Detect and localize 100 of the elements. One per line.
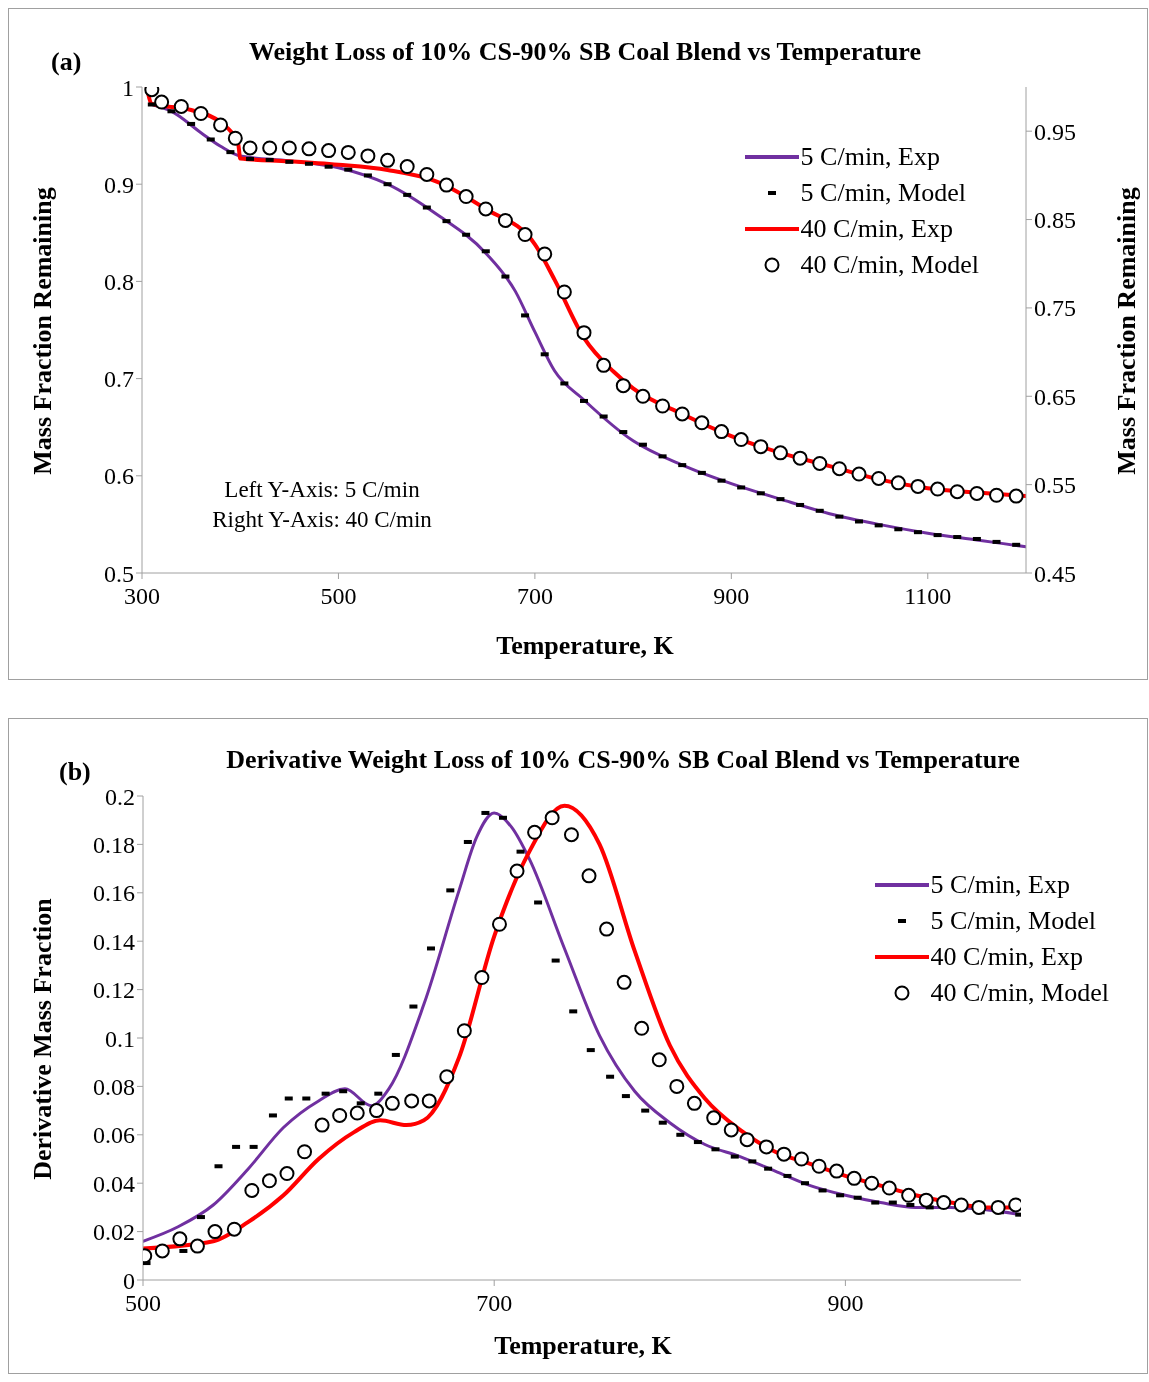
point xyxy=(694,415,710,431)
point xyxy=(851,466,867,482)
point xyxy=(776,1146,792,1162)
x-tick-label: 900 xyxy=(713,583,750,610)
y-tick-label: 0.12 xyxy=(93,977,135,1004)
point xyxy=(279,1166,295,1182)
point xyxy=(172,1231,188,1247)
point xyxy=(674,406,690,422)
chart-title: Weight Loss of 10% CS-90% SB Coal Blend vs Temperature xyxy=(249,37,921,66)
point xyxy=(491,916,507,932)
legend-label: 40 C/min, Exp xyxy=(930,942,1083,971)
y-tick-label: 0.08 xyxy=(93,1073,135,1100)
point xyxy=(918,1192,934,1208)
legend-label: 5 C/min, Model xyxy=(800,178,966,207)
point xyxy=(811,1158,827,1174)
y-tick-label: 0.1 xyxy=(105,1025,135,1052)
point xyxy=(213,117,229,133)
point xyxy=(314,1117,330,1133)
y-axis-title: Mass Fraction Remaining xyxy=(28,187,57,475)
point xyxy=(733,432,749,448)
point xyxy=(971,1199,987,1215)
point xyxy=(527,824,543,840)
point xyxy=(714,424,730,440)
point xyxy=(930,481,946,497)
point xyxy=(831,461,847,477)
point xyxy=(890,475,906,491)
point xyxy=(262,140,278,156)
point xyxy=(871,470,887,486)
annotation: Left Y-Axis: 5 C/min xyxy=(224,477,420,502)
y-tick-label: 0.02 xyxy=(93,1219,135,1246)
point xyxy=(581,868,597,884)
y-tick-label: 0.14 xyxy=(93,928,135,955)
point xyxy=(829,1163,845,1179)
y2-tick-label: 0.65 xyxy=(1034,383,1076,410)
point xyxy=(509,863,525,879)
point xyxy=(349,1105,365,1121)
point xyxy=(881,1180,897,1196)
point xyxy=(478,201,494,217)
point xyxy=(792,450,808,466)
point xyxy=(404,1093,420,1109)
point xyxy=(794,1151,809,1167)
point xyxy=(301,141,317,157)
point xyxy=(537,246,553,262)
point xyxy=(596,357,612,373)
x-tick-label: 900 xyxy=(827,1290,864,1317)
point xyxy=(497,212,513,228)
point xyxy=(340,144,356,160)
y2-tick-label: 0.55 xyxy=(1034,472,1076,499)
y-tick-label: 0.9 xyxy=(104,171,134,198)
y2-tick-label: 0.45 xyxy=(1034,560,1076,587)
x-axis-title: Temperature, K xyxy=(494,1331,672,1360)
point xyxy=(419,166,435,182)
point xyxy=(990,1199,1006,1215)
point xyxy=(989,487,1005,503)
point xyxy=(297,1144,313,1160)
legend-label: 5 C/min, Model xyxy=(930,906,1096,935)
x-tick-label: 700 xyxy=(516,583,553,610)
point xyxy=(936,1195,952,1211)
y-tick-label: 0.04 xyxy=(93,1170,135,1197)
point xyxy=(227,130,243,146)
x-tick-label: 700 xyxy=(476,1290,513,1317)
point xyxy=(244,1182,260,1198)
point xyxy=(772,445,788,461)
point xyxy=(399,159,415,175)
point xyxy=(563,827,579,843)
point xyxy=(706,1110,722,1126)
y-tick-label: 0.18 xyxy=(93,831,135,858)
point xyxy=(651,1052,667,1068)
point xyxy=(901,1187,917,1203)
point xyxy=(953,1197,969,1213)
text: (b) xyxy=(59,757,91,786)
legend-label: 40 C/min, Model xyxy=(800,250,979,279)
point xyxy=(474,970,490,985)
point xyxy=(635,388,651,404)
chart-title: Derivative Weight Loss of 10% CS-90% SB Coal Blend vs Temperature xyxy=(226,745,1020,774)
point xyxy=(669,1078,685,1094)
point xyxy=(969,485,985,501)
point xyxy=(517,227,533,243)
point xyxy=(242,140,258,156)
annotation: Right Y-Axis: 40 C/min xyxy=(212,507,432,532)
y-tick-label: 1 xyxy=(122,74,134,101)
x-tick-label: 1100 xyxy=(904,583,952,610)
point xyxy=(599,921,615,937)
point xyxy=(154,1243,170,1259)
y-tick-label: 0.7 xyxy=(104,366,134,393)
point xyxy=(544,810,560,826)
y2-tick-label: 0.75 xyxy=(1034,295,1076,322)
legend-label: 40 C/min, Exp xyxy=(800,214,953,243)
point xyxy=(281,140,297,156)
point xyxy=(360,148,376,164)
point xyxy=(739,1132,755,1148)
point xyxy=(753,439,769,455)
y2-tick-label: 0.95 xyxy=(1034,118,1076,145)
x-axis-title: Temperature, K xyxy=(496,631,674,660)
x-tick-label: 500 xyxy=(320,583,357,610)
legend-label: 5 C/min, Exp xyxy=(930,870,1070,899)
point xyxy=(1008,488,1024,504)
point xyxy=(723,1122,739,1138)
point xyxy=(758,1139,774,1155)
point xyxy=(369,1103,385,1119)
